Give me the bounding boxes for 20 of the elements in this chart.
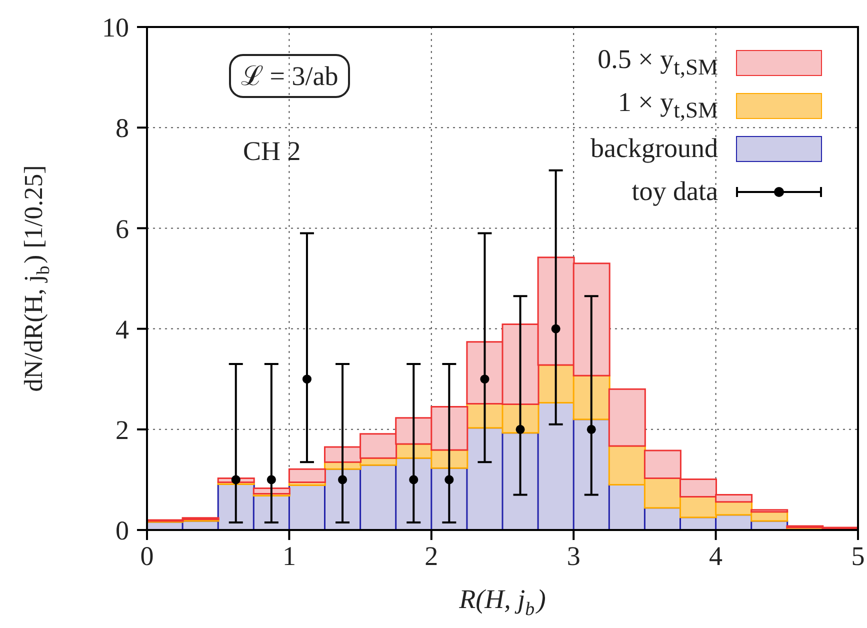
y-tick-label: 8 [116, 113, 129, 144]
y-tick-label: 0 [116, 516, 129, 546]
legend-label: background [590, 133, 718, 164]
x-tick-label: 0 [140, 541, 154, 572]
legend-label: 1 × y$_{t,SM}$ [618, 87, 718, 124]
x-tick-label: 4 [709, 541, 724, 572]
y-tick-label: 6 [116, 214, 129, 244]
annotation: ℒ = 3/ab [241, 61, 338, 91]
y-tick-label: 4 [116, 314, 130, 344]
x-axis-title: R(H, j$_{b}$) [458, 584, 546, 620]
legend-label: 0.5 × y$_{t,SM}$ [598, 44, 718, 81]
x-tick-label: 3 [566, 541, 580, 572]
legend-label: toy data [632, 176, 718, 207]
y-tick-label: 2 [116, 414, 129, 445]
x-tick-label: 1 [282, 541, 296, 572]
x-tick-label: 5 [851, 541, 865, 572]
annotation: CH 2 [243, 136, 301, 167]
x-tick-label: 2 [424, 541, 438, 572]
y-tick-label: 10 [102, 12, 129, 43]
rounded-frame: ℒ = 3/ab [229, 54, 350, 98]
